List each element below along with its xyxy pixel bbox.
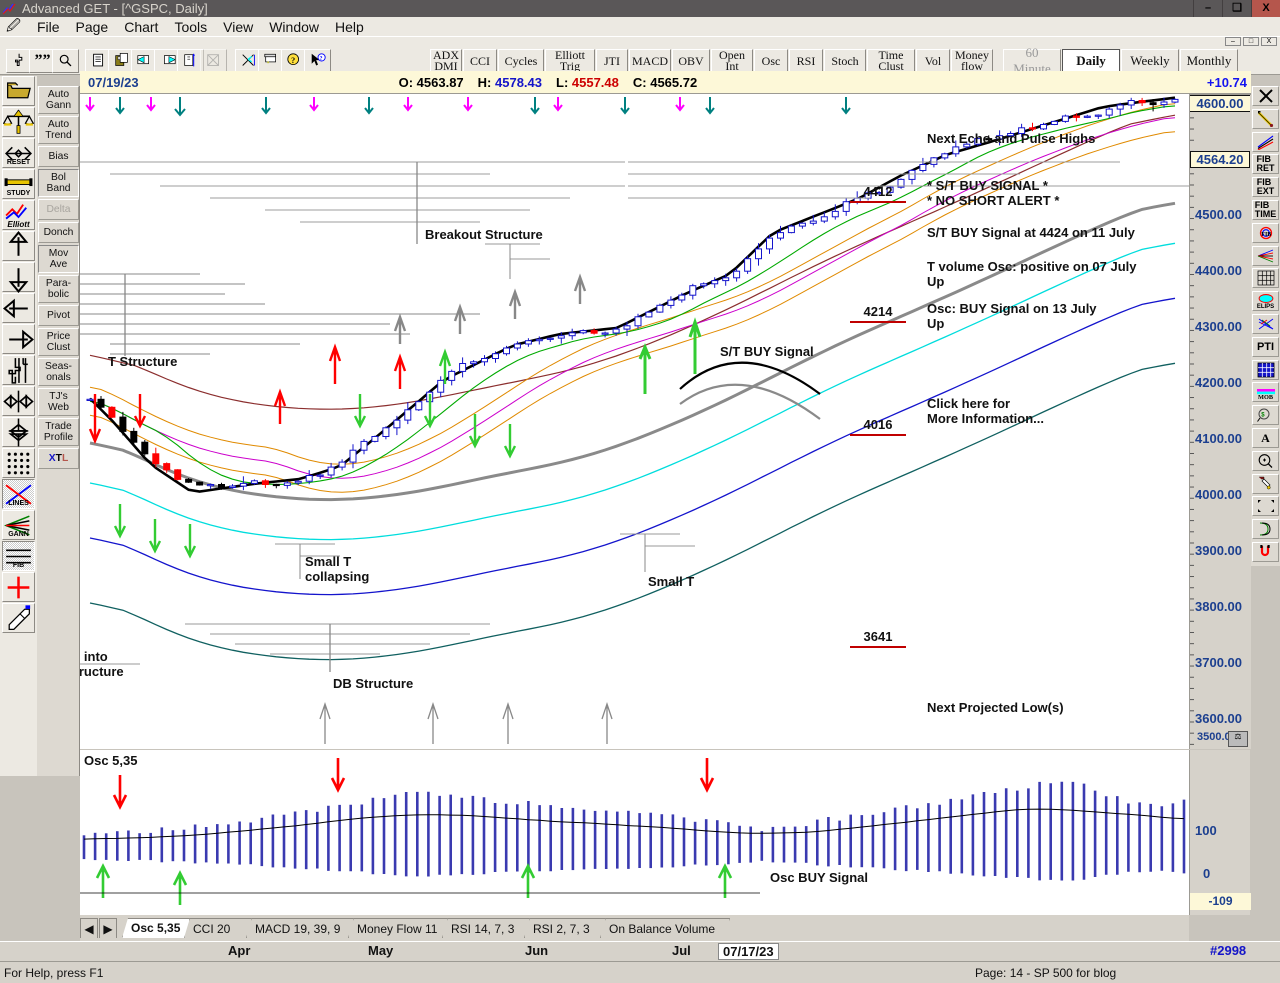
svg-text:MOB: MOB [1258, 394, 1274, 400]
svg-text:?: ? [291, 56, 295, 65]
svg-text:?: ? [319, 56, 322, 62]
svg-text:$: $ [1261, 413, 1265, 419]
svg-text:FIB: FIB [1261, 232, 1271, 238]
